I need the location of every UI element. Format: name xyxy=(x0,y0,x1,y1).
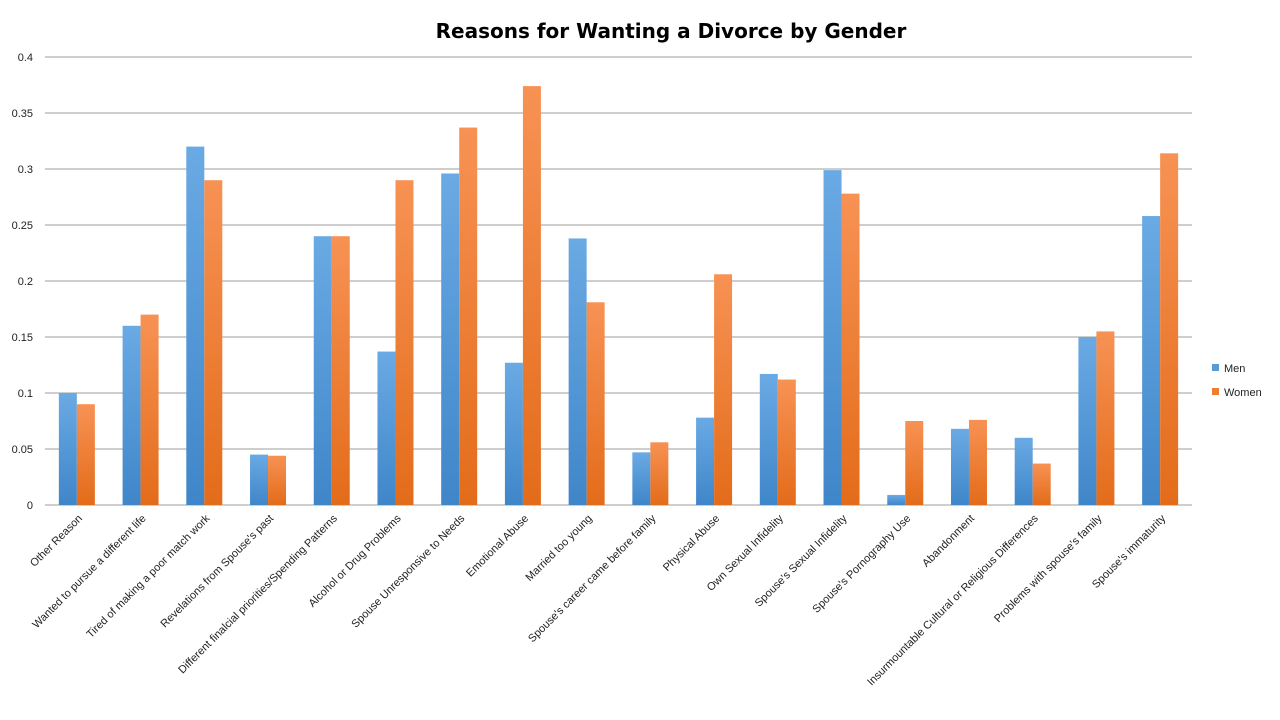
bar-women-1 xyxy=(140,314,159,505)
bar-women-10 xyxy=(714,274,733,505)
y-tick-label: 0.3 xyxy=(18,164,33,176)
x-category-label: Physical Abuse xyxy=(661,513,722,574)
x-category-label: Revelations from Spouse's past xyxy=(159,513,277,631)
bar-men-3 xyxy=(250,454,269,505)
bar-women-2 xyxy=(204,180,223,505)
x-category-label: Emotional Abuse xyxy=(464,513,531,580)
bar-women-16 xyxy=(1096,331,1115,505)
bar-men-13 xyxy=(887,494,906,505)
bar-women-12 xyxy=(841,193,860,505)
bar-men-15 xyxy=(1014,437,1033,505)
bar-men-7 xyxy=(504,362,523,505)
y-tick-label: 0.15 xyxy=(12,332,33,344)
bar-men-4 xyxy=(313,236,332,505)
bar-women-5 xyxy=(395,180,414,505)
bar-men-8 xyxy=(568,238,587,505)
x-category-label: Wanted to pursue a different life xyxy=(30,513,148,631)
bar-women-11 xyxy=(777,379,796,505)
x-category-label: Problems with spouse's family xyxy=(992,512,1105,625)
bar-women-17 xyxy=(1160,153,1179,505)
y-tick-label: 0.2 xyxy=(18,276,33,288)
bar-women-14 xyxy=(968,419,987,505)
x-category-label: Other Reason xyxy=(28,513,85,570)
legend: Men Women xyxy=(1212,363,1262,399)
bar-men-6 xyxy=(441,173,460,506)
bar-women-15 xyxy=(1032,463,1051,505)
bar-men-10 xyxy=(696,417,715,505)
bar-women-7 xyxy=(522,86,541,506)
bar-women-13 xyxy=(905,421,924,505)
legend-label-women: Women xyxy=(1224,387,1262,399)
bar-men-17 xyxy=(1142,216,1161,506)
bar-women-0 xyxy=(76,404,95,505)
bar-men-12 xyxy=(823,170,842,505)
x-category-label: Spouse's immaturity xyxy=(1090,512,1169,591)
y-tick-label: 0.25 xyxy=(12,220,33,232)
y-axis-ticks: 0 0.05 0.1 0.15 0.2 0.25 0.3 0.35 0.4 xyxy=(12,52,33,512)
legend-swatch-men xyxy=(1212,364,1219,371)
y-tick-label: 0.1 xyxy=(18,388,33,400)
x-category-label: Abandonment xyxy=(920,513,977,570)
x-category-label: Married too young xyxy=(524,513,595,584)
x-category-label: Tired of making a poor match work xyxy=(84,512,212,640)
bar-women-8 xyxy=(586,302,605,505)
bar-men-0 xyxy=(58,393,77,505)
bar-men-16 xyxy=(1078,337,1097,505)
bars xyxy=(58,86,1179,506)
legend-swatch-women xyxy=(1212,388,1219,395)
bar-men-14 xyxy=(950,428,969,505)
bar-men-1 xyxy=(122,325,141,505)
bar-women-9 xyxy=(650,442,669,505)
x-category-label: Spouse's career came before family xyxy=(526,512,659,645)
bar-men-2 xyxy=(186,146,205,505)
x-category-label: Spouse Unresponsive to Needs xyxy=(349,512,467,630)
gridlines xyxy=(45,56,1192,506)
chart-title: Reasons for Wanting a Divorce by Gender xyxy=(436,19,907,43)
y-tick-label: 0 xyxy=(27,500,33,512)
y-tick-label: 0.05 xyxy=(12,444,33,456)
y-tick-label: 0.4 xyxy=(18,52,33,64)
bar-men-9 xyxy=(632,452,651,505)
bar-women-3 xyxy=(268,455,287,505)
y-tick-label: 0.35 xyxy=(12,108,33,120)
bar-women-6 xyxy=(459,127,478,505)
bar-men-11 xyxy=(759,373,778,505)
bar-men-5 xyxy=(377,351,396,505)
legend-label-men: Men xyxy=(1224,363,1245,375)
bar-women-4 xyxy=(331,236,350,505)
